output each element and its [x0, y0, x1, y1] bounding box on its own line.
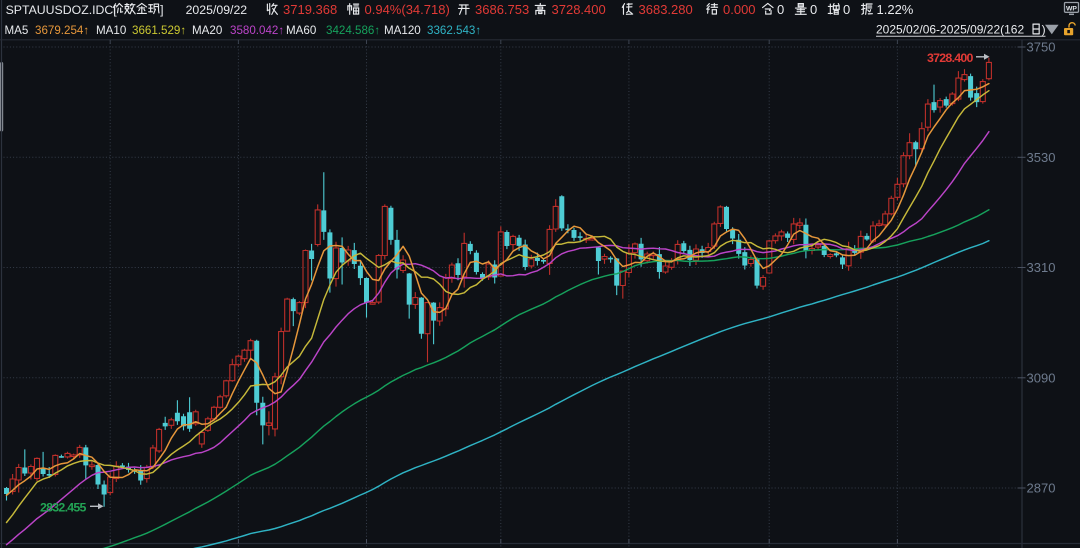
svg-text:MA120: MA120 — [384, 24, 421, 37]
svg-text:2832.455: 2832.455 — [40, 500, 87, 514]
svg-text:3580.042↑: 3580.042↑ — [230, 24, 284, 37]
svg-text:3090: 3090 — [1027, 370, 1056, 385]
svg-text:0.94%(34.718): 0.94%(34.718) — [365, 2, 450, 17]
svg-text:MA60: MA60 — [286, 24, 316, 37]
svg-text:0: 0 — [810, 2, 817, 17]
svg-text:MA5: MA5 — [5, 24, 29, 37]
svg-text:3679.254↑: 3679.254↑ — [35, 24, 89, 37]
svg-text:MA20: MA20 — [192, 24, 222, 37]
svg-text:3719.368: 3719.368 — [283, 2, 337, 17]
svg-text:2025/02/06-2025/09/22(162: 2025/02/06-2025/09/22(162 — [876, 22, 1024, 36]
svg-text:3530: 3530 — [1027, 150, 1056, 165]
svg-text:2025/09/22: 2025/09/22 — [186, 3, 248, 17]
svg-text:0: 0 — [777, 2, 784, 17]
svg-text:MA10: MA10 — [96, 24, 126, 37]
svg-text:0.000: 0.000 — [723, 2, 756, 17]
svg-text:3661.529↑: 3661.529↑ — [132, 24, 186, 37]
svg-text:3362.543↑: 3362.543↑ — [427, 24, 481, 37]
svg-text:3686.753: 3686.753 — [475, 2, 529, 17]
svg-text:SPTAUUSDOZ.IDC[: SPTAUUSDOZ.IDC[ — [6, 3, 118, 17]
svg-text:3750: 3750 — [1027, 40, 1056, 55]
svg-text:0: 0 — [843, 2, 850, 17]
svg-text:2870: 2870 — [1027, 481, 1056, 496]
svg-text:3683.280: 3683.280 — [639, 2, 693, 17]
svg-text:3310: 3310 — [1027, 260, 1056, 275]
svg-text:WP: WP — [1066, 6, 1077, 13]
svg-text:3728.400: 3728.400 — [927, 51, 974, 65]
svg-text:]: ] — [160, 3, 163, 17]
svg-text:3424.586↑: 3424.586↑ — [326, 24, 380, 37]
svg-text:3728.400: 3728.400 — [552, 2, 606, 17]
svg-text:1.22%: 1.22% — [877, 2, 914, 17]
svg-text:): ) — [1042, 22, 1046, 36]
